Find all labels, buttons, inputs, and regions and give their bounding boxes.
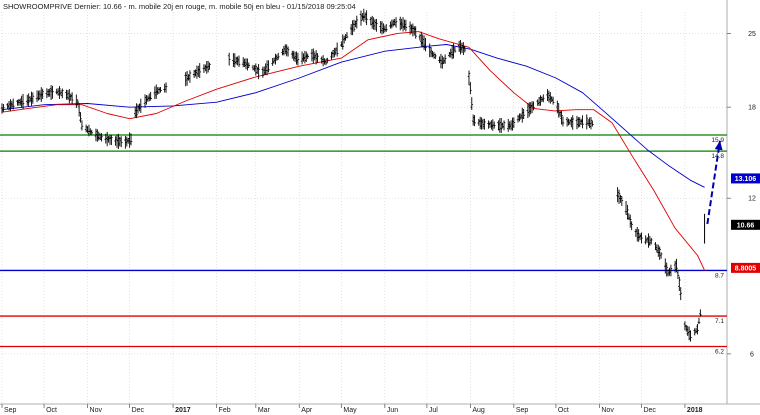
x-tick-label: Mar bbox=[258, 407, 271, 414]
x-tick-label: Nov bbox=[601, 407, 614, 414]
x-tick-label: Oct bbox=[46, 407, 57, 414]
x-tick-label: May bbox=[343, 407, 357, 414]
level-label: 15.9 bbox=[711, 137, 724, 144]
x-tick-label: Dec bbox=[132, 407, 145, 414]
x-tick-label: Nov bbox=[90, 407, 103, 414]
x-tick-label: Oct bbox=[558, 407, 569, 414]
projection-arrow bbox=[706, 140, 723, 225]
value-tag-label: 10.66 bbox=[737, 222, 755, 229]
projection-arrowhead bbox=[714, 140, 723, 151]
y-tick-label: 18 bbox=[748, 105, 756, 112]
value-tag bbox=[731, 219, 760, 230]
y-axis: 25 18 12 6 bbox=[727, 31, 756, 358]
x-axis: Sep Oct Nov Dec 2017 Feb Mar Apr May Jun Jul Aug Sep… bbox=[1, 404, 703, 414]
x-tick-label: Jun bbox=[387, 407, 398, 414]
projection-line bbox=[706, 140, 721, 225]
x-tick-label: Apr bbox=[301, 407, 313, 414]
value-tag bbox=[731, 173, 760, 184]
value-tag-label: 8.8005 bbox=[735, 265, 757, 272]
level-label: 6.2 bbox=[715, 349, 724, 356]
value-tags: 13.106 10.66 8.8005 bbox=[731, 173, 760, 273]
x-tick-label: Jul bbox=[429, 407, 438, 414]
ma50-line bbox=[1, 44, 705, 188]
x-tick-label: Sep bbox=[4, 407, 17, 414]
level-label: 8.7 bbox=[715, 272, 724, 279]
x-tick-label: 2018 bbox=[687, 407, 703, 414]
value-tag-label: 13.106 bbox=[735, 176, 757, 183]
y-tick-label: 6 bbox=[750, 351, 754, 358]
chart-grid bbox=[0, 0, 760, 405]
x-tick-label: Sep bbox=[516, 407, 529, 414]
level-label: 7.1 bbox=[715, 318, 724, 325]
y-tick-label: 25 bbox=[748, 31, 756, 38]
x-tick-label: Feb bbox=[219, 407, 231, 414]
value-tag bbox=[731, 262, 760, 273]
support-resistance-levels: 15.914.88.77.16.2 bbox=[0, 134, 727, 356]
chart-series bbox=[0, 8, 706, 342]
x-tick-label: Dec bbox=[643, 407, 656, 414]
chart-title: SHOWROOMPRIVE Dernier: 10.66 - m. mobile… bbox=[3, 2, 356, 11]
y-tick-label: 12 bbox=[748, 196, 756, 203]
x-tick-label: 2017 bbox=[175, 407, 191, 414]
x-tick-label: Aug bbox=[472, 407, 485, 414]
ma20-line bbox=[1, 31, 706, 271]
